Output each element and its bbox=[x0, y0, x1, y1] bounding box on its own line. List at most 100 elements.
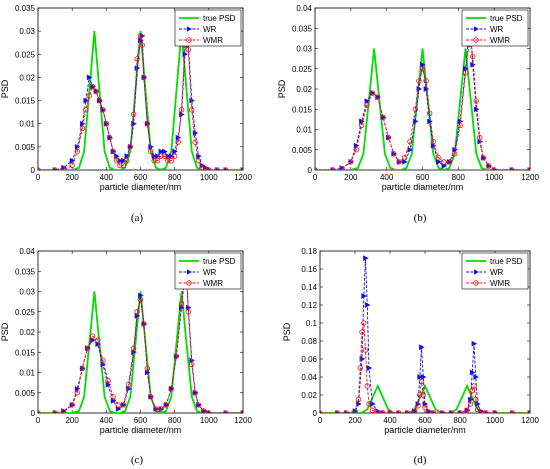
wr-marker bbox=[417, 374, 423, 380]
x-tick-label: 400 bbox=[100, 416, 114, 425]
x-tick-label: 1000 bbox=[485, 173, 503, 182]
y-tick-label: 0.04 bbox=[19, 247, 35, 256]
wmr-marker bbox=[103, 121, 110, 127]
wmr-marker bbox=[192, 139, 198, 145]
wmr-marker bbox=[161, 153, 168, 159]
wmr-marker bbox=[148, 394, 154, 400]
panel-label: (d) bbox=[414, 454, 427, 466]
wr-marker bbox=[223, 167, 230, 170]
wmr-marker bbox=[214, 167, 221, 170]
wmr-marker bbox=[110, 394, 116, 400]
wmr-marker bbox=[240, 167, 243, 170]
wmr-marker bbox=[467, 401, 474, 407]
wmr-marker bbox=[446, 159, 453, 165]
y-tick-label: 0.025 bbox=[15, 50, 36, 59]
wmr-marker bbox=[417, 392, 423, 398]
wr-marker bbox=[134, 312, 141, 319]
wr-marker bbox=[185, 304, 192, 311]
wmr-marker bbox=[195, 158, 202, 164]
wmr-marker bbox=[168, 386, 174, 392]
wr-marker bbox=[427, 118, 433, 125]
y-axis-label: PSD bbox=[0, 79, 10, 98]
wmr-marker bbox=[452, 151, 458, 157]
wmr-marker bbox=[86, 93, 92, 99]
wr-marker bbox=[473, 374, 479, 380]
y-tick-label: 0.02 bbox=[296, 85, 312, 94]
wmr-marker bbox=[117, 162, 123, 169]
wmr-marker bbox=[464, 407, 470, 413]
wr-marker bbox=[124, 153, 131, 160]
legend-label-wr: WR bbox=[203, 268, 217, 277]
y-tick-label: 0.035 bbox=[15, 4, 36, 13]
wmr-marker bbox=[189, 107, 195, 113]
y-tick-label: 0.015 bbox=[15, 97, 36, 106]
wmr-marker bbox=[148, 148, 154, 155]
x-tick-label: 200 bbox=[348, 416, 362, 425]
wmr-marker bbox=[416, 78, 422, 84]
wmr-marker bbox=[96, 97, 103, 104]
wmr-marker bbox=[163, 402, 169, 408]
wr-marker bbox=[179, 111, 185, 118]
y-tick-label: 0 bbox=[31, 166, 36, 175]
wmr-marker bbox=[105, 377, 111, 384]
wr-marker bbox=[69, 157, 76, 164]
wmr-marker bbox=[141, 74, 147, 81]
wr-marker bbox=[423, 86, 430, 92]
wmr-marker bbox=[223, 167, 229, 170]
legend-marker-wr bbox=[187, 269, 192, 275]
x-tick-label: 1000 bbox=[200, 173, 218, 182]
wmr-marker bbox=[401, 155, 408, 161]
chart-panel-c: 0 200 400 600 800 1000 1200 0 0.005 0.01 0.015 0.02… bbox=[0, 247, 252, 466]
wr-marker bbox=[387, 410, 394, 413]
y-axis-label: PSD bbox=[282, 322, 292, 341]
y-tick-label: 0.005 bbox=[15, 389, 36, 398]
wr-marker bbox=[138, 292, 144, 299]
wr-marker bbox=[121, 157, 127, 164]
wmr-marker bbox=[144, 365, 151, 372]
chart-panel-a: 0 200 400 600 800 1000 1200 0 0.005 0.01 0.015 0.02… bbox=[0, 4, 252, 224]
wmr-marker bbox=[471, 383, 477, 389]
wmr-marker bbox=[412, 106, 419, 112]
wmr-marker bbox=[473, 98, 479, 104]
wmr-marker bbox=[369, 407, 376, 413]
wr-marker bbox=[223, 410, 230, 413]
wmr-marker bbox=[171, 153, 178, 159]
wr-marker bbox=[452, 146, 458, 153]
series-line-wmr bbox=[320, 322, 530, 413]
wmr-marker bbox=[422, 404, 428, 411]
wr-marker bbox=[172, 148, 178, 155]
panel-label: (c) bbox=[131, 454, 144, 466]
wmr-marker bbox=[79, 125, 86, 132]
wmr-marker bbox=[153, 406, 159, 412]
y-tick-label: 0 bbox=[313, 409, 318, 418]
wr-marker bbox=[483, 410, 490, 413]
y-axis-label: PSD bbox=[0, 322, 10, 341]
wr-marker bbox=[431, 410, 437, 413]
wr-marker bbox=[189, 357, 195, 364]
wmr-marker bbox=[134, 309, 140, 315]
legend-label-wr: WR bbox=[203, 25, 217, 34]
wr-marker bbox=[214, 167, 221, 170]
wmr-marker bbox=[60, 409, 67, 413]
wr-marker bbox=[407, 146, 414, 153]
wr-marker bbox=[364, 302, 371, 308]
wr-marker bbox=[335, 410, 341, 413]
wmr-marker bbox=[165, 158, 171, 164]
legend-marker-wmr bbox=[473, 37, 479, 43]
wmr-marker bbox=[385, 134, 392, 141]
wr-marker bbox=[168, 153, 175, 160]
wmr-marker bbox=[448, 410, 454, 413]
x-tick-label: 1200 bbox=[234, 416, 252, 425]
y-tick-label: 0.005 bbox=[292, 146, 313, 155]
legend-label-wr: WR bbox=[490, 268, 504, 277]
wr-marker bbox=[492, 410, 499, 413]
wmr-marker bbox=[100, 357, 106, 364]
wr-marker bbox=[469, 369, 476, 376]
wr-marker bbox=[420, 61, 426, 68]
legend-label-true: true PSD bbox=[203, 257, 236, 266]
wmr-marker bbox=[391, 151, 397, 157]
y-tick-label: 0.015 bbox=[15, 348, 36, 357]
wmr-marker bbox=[396, 410, 402, 413]
wmr-marker bbox=[527, 167, 530, 170]
wr-marker bbox=[52, 167, 59, 170]
